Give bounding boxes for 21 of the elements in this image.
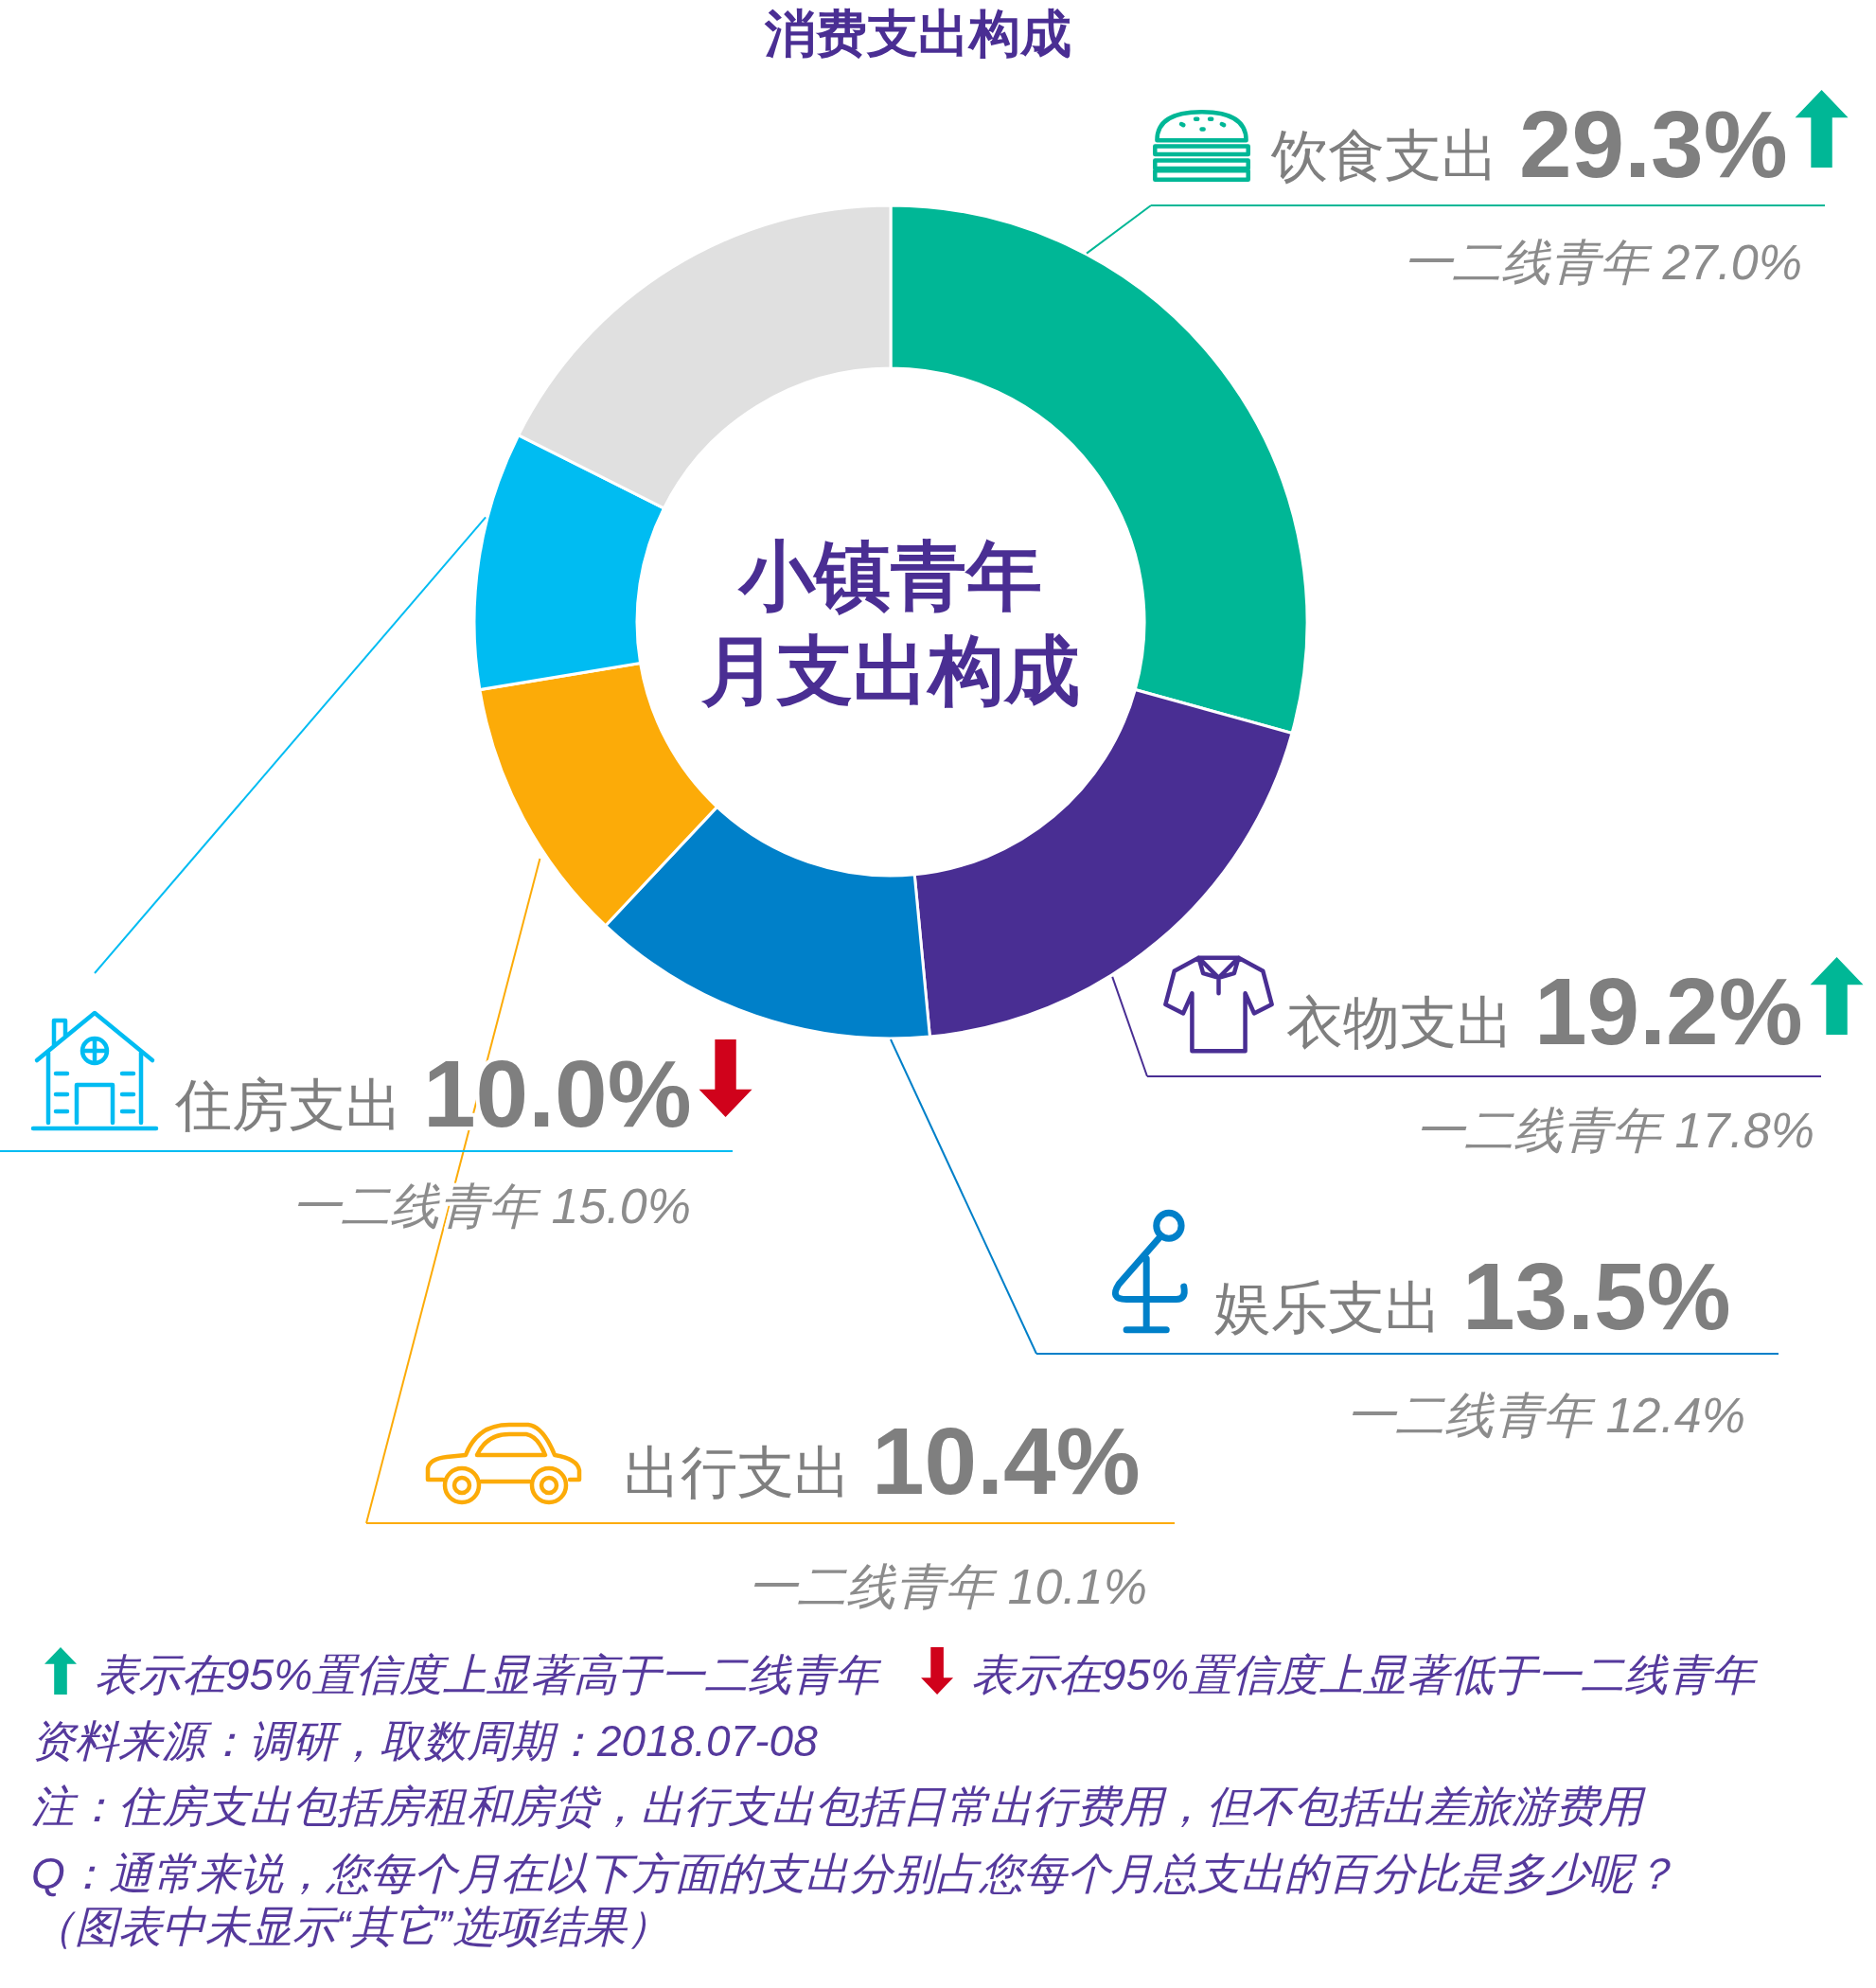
chart-title: 消费支出构成: [765, 5, 1071, 62]
slice-label: 饮食支出: [1271, 124, 1498, 187]
slice-label: 住房支出: [175, 1074, 402, 1137]
data-label: 13.5%: [1462, 1243, 1731, 1349]
note: 资料来源：调研，取数周期：2018.07-08: [31, 1716, 818, 1766]
centre-text: 小镇青年: [739, 534, 1042, 618]
data-label: 10.4%: [872, 1408, 1141, 1514]
slice-label: 衣物支出: [1286, 991, 1513, 1055]
note: （图表中未显示“其它”选项结果）: [31, 1902, 670, 1951]
slice-label: 娱乐支出: [1214, 1276, 1442, 1340]
comparison-note: 一二线青年 12.4%: [1346, 1388, 1745, 1443]
centre-text: 月支出构成: [701, 629, 1080, 713]
comparison-note: 一二线青年 17.8%: [1415, 1103, 1814, 1158]
note: 表示在95%置信度上显著高于一二线青年: [95, 1650, 879, 1699]
comparison-note: 一二线青年 27.0%: [1403, 235, 1802, 290]
note: Q：通常来说，您每个月在以下方面的支出分别占您每个月总支出的百分比是多少呢？: [31, 1849, 1676, 1898]
slice-label: 出行支出: [624, 1441, 851, 1504]
data-label: 29.3%: [1519, 91, 1788, 197]
note: 表示在95%置信度上显著低于一二线青年: [971, 1650, 1756, 1699]
data-label: 19.2%: [1534, 958, 1803, 1064]
comparison-note: 一二线青年 10.1%: [748, 1559, 1147, 1614]
